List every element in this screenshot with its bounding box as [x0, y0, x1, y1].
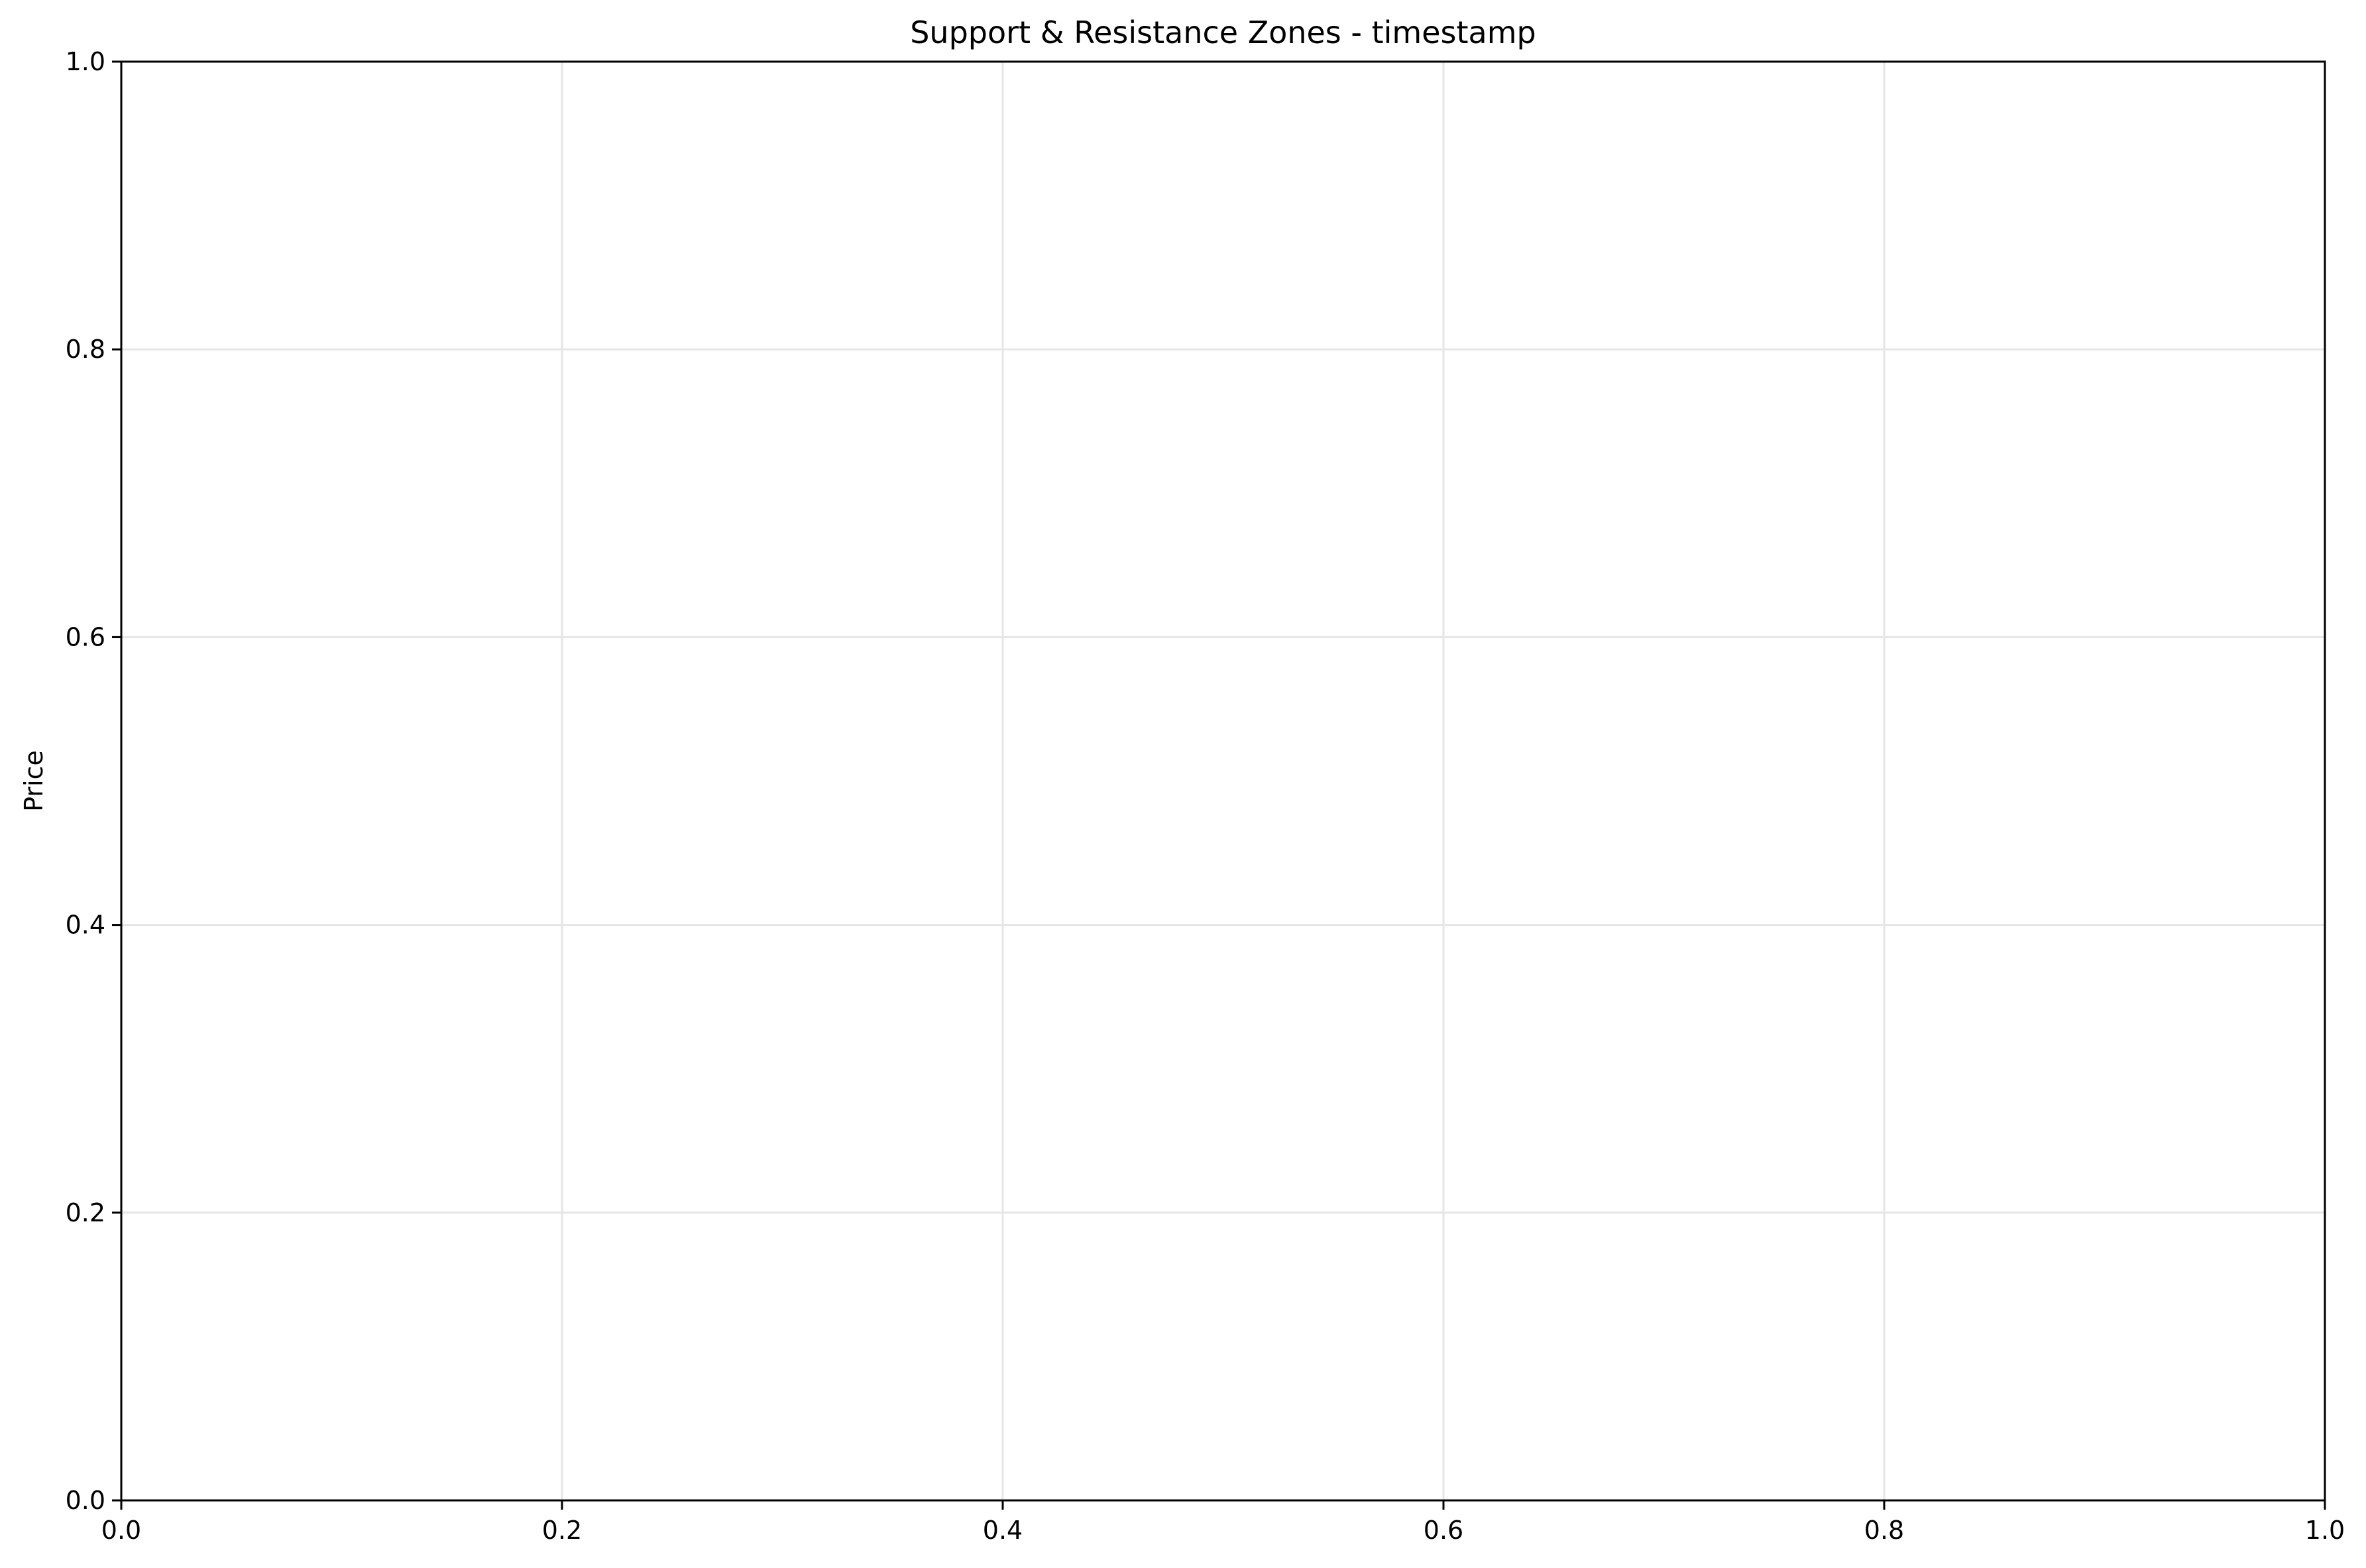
y-tick-label: 0.8: [66, 335, 105, 364]
x-tick-label: 0.8: [1864, 1516, 1904, 1545]
x-tick-label: 0.0: [101, 1516, 141, 1545]
y-axis-label: Price: [19, 750, 48, 812]
y-tick-label: 1.0: [66, 47, 105, 76]
y-tick-label: 0.6: [66, 622, 105, 651]
y-tick-label: 0.4: [66, 911, 105, 940]
axis-ticks: 0.0 0.2 0.4 0.6 0.8 1.0 0.0 0.2 0.4 0.6 0.8 1.0: [66, 47, 2345, 1545]
y-tick-label: 0.2: [66, 1198, 105, 1227]
plot-area-frame: [120, 60, 2326, 1502]
x-tick-label: 0.2: [542, 1516, 582, 1545]
x-tick-label: 0.6: [1424, 1516, 1463, 1545]
x-tick-label: 1.0: [2305, 1516, 2345, 1545]
y-tick-label: 0.0: [66, 1486, 105, 1515]
x-tick-label: 0.4: [983, 1516, 1023, 1545]
chart-title: Support & Resistance Zones - timestamp: [910, 15, 1536, 50]
